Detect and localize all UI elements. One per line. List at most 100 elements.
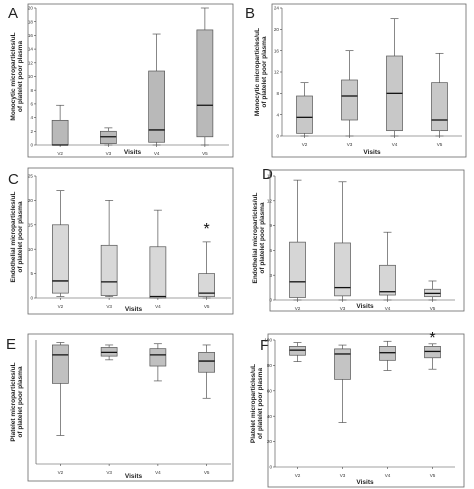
x-axis-title: Visits [125,306,143,313]
x-axis-title: Visits [363,149,381,156]
y-tick-label: 80 [267,363,273,368]
box-v4 [386,18,403,137]
y-tick-label: 0 [30,296,33,301]
y-tick-label: 8 [30,88,33,93]
outlier-marker: * [429,330,435,347]
x-tick-label: V4 [154,151,160,156]
iqr-box [149,348,167,367]
y-tick-label: 10 [28,247,34,252]
panel-letter: C [8,171,19,188]
panel-frame [27,333,234,482]
y-axis-title-line1: Monocytic microparticles/uL [254,28,261,116]
y-tick-label: 0 [269,298,272,303]
box-v5 [424,343,441,370]
box-v2 [51,104,69,146]
x-tick-label: V3 [106,151,112,156]
x-tick-label: V5 [204,304,210,309]
panel-letter: F [260,337,269,354]
x-axis-title: Visits [124,149,142,156]
x-axis-title: Visits [125,473,143,480]
y-tick-label: 3 [269,273,272,278]
iqr-box [196,29,214,138]
panel-letter: B [245,5,255,22]
y-tick-label: 15 [267,174,273,179]
x-tick-label: V5 [437,142,443,147]
x-tick-label: V4 [392,142,398,147]
panel-letter: D [262,166,273,183]
x-tick-label: V2 [58,304,64,309]
x-tick-label: V2 [58,470,64,475]
y-tick-label: 20 [28,6,34,11]
iqr-box [198,352,215,373]
y-tick-label: 18 [28,19,34,24]
y-tick-label: 9 [269,223,272,228]
y-axis-title-line2: of platelet poor plasma [259,202,266,274]
y-tick-label: 12 [274,70,280,75]
y-tick-label: 15 [28,222,34,227]
y-tick-label: 0 [276,134,279,139]
iqr-box [51,119,69,146]
x-axis-title: Visits [356,479,374,486]
box-v2 [289,179,306,301]
box-v2 [289,342,306,362]
panel-c: C 0 5 10 15 20 25 Endothelial microparticles/uL… [8,167,234,315]
box-v4 [149,209,167,299]
iqr-box [148,70,165,143]
x-tick-label: V2 [57,151,63,156]
panel-frame [27,3,234,158]
box-v5 [198,344,215,399]
iqr-box [100,130,117,144]
panel-frame [269,169,465,312]
y-tick-label: 10 [28,74,34,79]
y-tick-label: 60 [267,388,273,393]
x-tick-label: V3 [340,306,346,311]
x-tick-label: V4 [385,306,391,311]
x-tick-label: V4 [155,304,161,309]
iqr-box [296,95,313,134]
iqr-box [52,224,69,294]
y-tick-label: 24 [274,6,280,11]
y-tick-label: 40 [267,414,273,419]
box-v2 [52,190,69,297]
x-tick-label: V3 [106,470,112,475]
x-tick-label: V2 [302,142,308,147]
y-tick-label: 20 [28,198,34,203]
panel-frame [267,333,465,488]
y-axis-title-line2: of platelet poor plasma [17,41,24,113]
x-axis-title: Visits [356,303,374,310]
box-v4 [379,231,396,301]
panel-f: F 0 20 40 60 80 100 Platelet microparticles/uL o… [250,330,465,488]
panel-letter: E [6,336,16,353]
y-axis-title-line1: Endothelial microparticles/uL [252,192,259,283]
box-v5 [196,7,214,146]
x-tick-label: V4 [155,470,161,475]
box-v4 [379,340,396,371]
y-tick-label: 12 [267,198,273,203]
y-tick-label: 100 [264,338,272,343]
x-tick-label: V4 [385,473,391,478]
x-tick-label: V3 [340,473,346,478]
x-tick-label: V5 [430,473,436,478]
panel-frame [27,167,234,315]
x-tick-label: V2 [295,473,301,478]
box-v4 [149,343,167,382]
panel-a: A 0 2 4 6 8 10 12 14 16 18 20 Monocytic microparticl… [8,3,234,158]
y-tick-label: 20 [267,439,273,444]
y-tick-label: 14 [28,47,34,52]
box-v5 [198,241,215,299]
y-axis-title-line2: of platelet poor plasma [17,366,24,438]
y-axis-title-line1: Platelet microparticles/uL [250,364,257,443]
box-v5 [424,280,441,301]
panel-e: E Platelet microparticles/uL of platelet p… [6,333,234,482]
box-v3 [100,127,117,146]
box-v5 [431,52,448,137]
y-tick-label: 25 [28,174,34,179]
y-axis-title-line2: of platelet poor plasma [17,201,24,273]
panel-frame [271,3,467,158]
y-axis-title-line2: of platelet poor plasma [257,368,264,440]
x-tick-label: V5 [430,306,436,311]
x-tick-label: V3 [106,304,112,309]
x-tick-label: V3 [347,142,353,147]
y-tick-label: 0 [30,143,33,148]
outlier-marker: * [204,221,210,238]
